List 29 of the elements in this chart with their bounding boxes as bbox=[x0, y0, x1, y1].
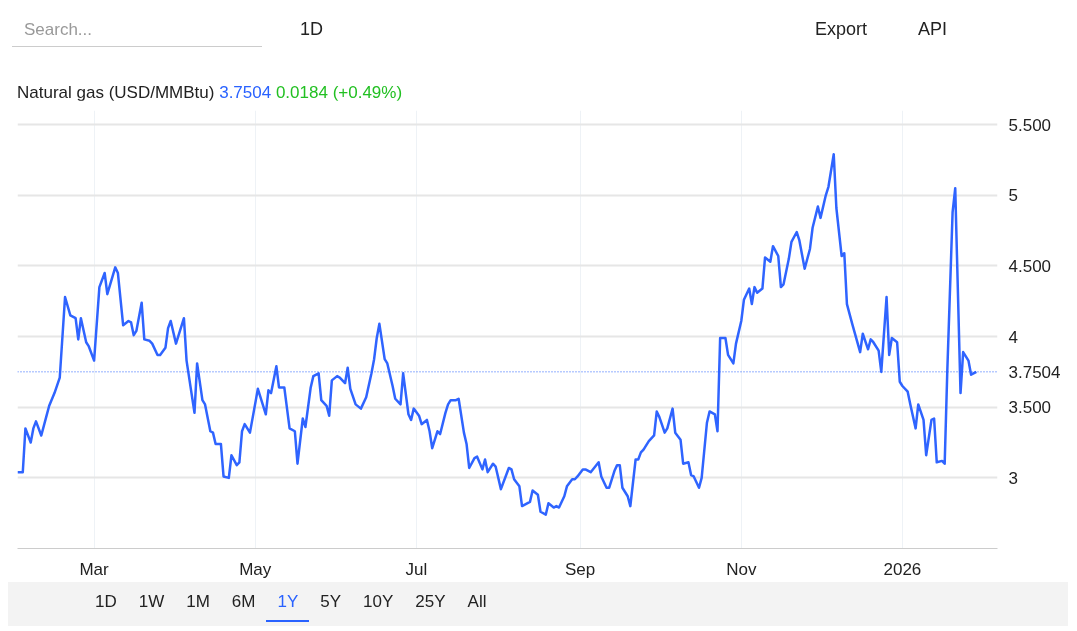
text: 1W bbox=[137, 591, 166, 613]
chart-title: Natural gas (USD/MMBtu) bbox=[17, 83, 215, 102]
y-tick-label: 3.500 bbox=[1008, 398, 1052, 418]
text: All bbox=[466, 591, 488, 613]
text: 25Y bbox=[414, 591, 447, 613]
y-tick-label: 3 bbox=[1008, 468, 1018, 488]
text: 1Y bbox=[266, 584, 310, 623]
ref-line-label: 3.7504 bbox=[1008, 362, 1061, 382]
x-tick-label: Jul bbox=[405, 559, 428, 579]
text: 1D bbox=[94, 591, 118, 613]
text: API bbox=[918, 18, 948, 41]
x-tick-label: Nov bbox=[726, 559, 757, 579]
text: Export bbox=[815, 18, 868, 41]
text: Search... bbox=[12, 14, 262, 48]
text: 1M bbox=[185, 591, 211, 613]
y-tick-label: 4.500 bbox=[1008, 256, 1052, 276]
text: 1D bbox=[300, 18, 324, 41]
x-tick-label: May bbox=[239, 559, 272, 579]
text: 6M bbox=[230, 591, 257, 613]
text: 0.0184 (+0.49%) bbox=[275, 83, 403, 102]
x-tick-label: Mar bbox=[79, 559, 110, 579]
text: 10Y bbox=[362, 591, 395, 613]
text: 3.7504 bbox=[219, 83, 272, 102]
y-tick-label: 4 bbox=[1008, 327, 1018, 347]
y-tick-label: 5.500 bbox=[1008, 115, 1052, 135]
x-tick-label: 2026 bbox=[883, 559, 922, 579]
text: 5Y bbox=[319, 591, 343, 613]
y-tick-label: 5 bbox=[1008, 186, 1018, 206]
x-tick-label: Sep bbox=[565, 559, 596, 579]
